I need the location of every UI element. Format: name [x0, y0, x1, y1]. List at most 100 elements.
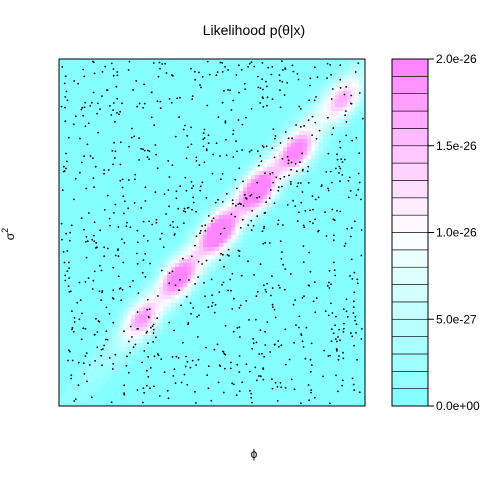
heatmap-cell	[183, 247, 188, 252]
heatmap-cell	[263, 147, 268, 152]
heatmap-cell	[267, 103, 272, 108]
heatmap-cell	[187, 71, 192, 76]
heatmap-cell	[159, 139, 164, 144]
heatmap-cell	[251, 259, 256, 264]
heatmap-cell	[195, 203, 200, 208]
heatmap-cell	[155, 83, 160, 88]
heatmap-cell	[255, 107, 260, 112]
heatmap-cell	[87, 63, 92, 68]
heatmap-cell	[275, 291, 280, 296]
heatmap-cell	[247, 79, 252, 84]
heatmap-cell	[99, 195, 104, 200]
heatmap-cell	[319, 307, 324, 312]
heatmap-cell	[323, 71, 328, 76]
heatmap-cell	[315, 71, 320, 76]
heatmap-cell	[199, 271, 204, 276]
heatmap-cell	[115, 191, 120, 196]
heatmap-cell	[307, 275, 312, 280]
heatmap-cell	[267, 255, 272, 260]
heatmap-cell	[291, 215, 296, 220]
heatmap-cell	[155, 179, 160, 184]
heatmap-cell	[255, 239, 260, 244]
heatmap-cell	[75, 267, 80, 272]
heatmap-cell	[171, 267, 176, 272]
heatmap-cell	[235, 195, 240, 200]
heatmap-cell	[299, 187, 304, 192]
heatmap-cell	[211, 315, 216, 320]
heatmap-cell	[331, 219, 336, 224]
heatmap-cell	[303, 99, 308, 104]
heatmap-cell	[187, 291, 192, 296]
heatmap-cell	[259, 227, 264, 232]
heatmap-cell	[247, 175, 252, 180]
heatmap-cell	[311, 191, 316, 196]
heatmap-cell	[335, 299, 340, 304]
heatmap-cell	[99, 103, 104, 108]
heatmap-cell	[251, 251, 256, 256]
heatmap-cell	[63, 183, 68, 188]
heatmap-cell	[207, 299, 212, 304]
heatmap-cell	[295, 307, 300, 312]
heatmap-cell	[251, 247, 256, 252]
heatmap-cell	[147, 139, 152, 144]
heatmap-cell	[159, 315, 164, 320]
heatmap-cell	[263, 307, 268, 312]
heatmap-cell	[203, 119, 208, 124]
heatmap-cell	[327, 235, 332, 240]
heatmap-cell	[179, 135, 184, 140]
heatmap-cell	[343, 247, 348, 252]
heatmap-cell	[351, 159, 356, 164]
heatmap-cell	[219, 183, 224, 188]
heatmap-cell	[123, 295, 128, 300]
heatmap-cell	[287, 203, 292, 208]
heatmap-cell	[127, 75, 132, 80]
heatmap-cell	[103, 135, 108, 140]
heatmap-cell	[363, 263, 365, 268]
heatmap-cell	[135, 199, 140, 204]
heatmap-cell	[103, 107, 108, 112]
heatmap-cell	[87, 83, 92, 88]
heatmap-cell	[343, 127, 348, 132]
heatmap-cell	[139, 95, 144, 100]
heatmap-cell	[283, 79, 288, 84]
heatmap-cell	[59, 199, 64, 204]
heatmap-cell	[195, 247, 200, 252]
heatmap-cell	[335, 267, 340, 272]
heatmap-cell	[107, 239, 112, 244]
heatmap-cell	[231, 259, 236, 264]
heatmap-cell	[243, 235, 248, 240]
heatmap-cell	[351, 219, 356, 224]
heatmap-cell	[195, 311, 200, 316]
heatmap-cell	[135, 171, 140, 176]
heatmap-cell	[195, 207, 200, 212]
heatmap-cell	[87, 315, 92, 320]
heatmap-cell	[75, 243, 80, 248]
heatmap-cell	[159, 279, 164, 284]
heatmap-cell	[199, 87, 204, 92]
heatmap-cell	[139, 199, 144, 204]
heatmap-cell	[191, 251, 196, 256]
heatmap-cell	[323, 91, 328, 96]
heatmap-cell	[167, 287, 172, 292]
heatmap-cell	[311, 203, 316, 208]
heatmap-cell	[255, 95, 260, 100]
heatmap-cell	[255, 307, 260, 312]
heatmap-cell	[299, 235, 304, 240]
heatmap-cell	[171, 271, 176, 276]
heatmap-cell	[255, 131, 260, 136]
heatmap-cell	[175, 75, 180, 80]
heatmap-cell	[323, 147, 328, 152]
heatmap-cell	[299, 227, 304, 232]
heatmap-cell	[99, 111, 104, 116]
heatmap-cell	[175, 259, 180, 264]
heatmap-cell	[115, 199, 120, 204]
heatmap-cell	[263, 67, 268, 72]
heatmap-cell	[275, 159, 280, 164]
heatmap-cell	[183, 95, 188, 100]
heatmap-cell	[115, 291, 120, 296]
heatmap-cell	[323, 239, 328, 244]
heatmap-cell	[63, 195, 68, 200]
heatmap-cell	[103, 95, 108, 100]
heatmap-cell	[139, 299, 144, 304]
heatmap-cell	[203, 183, 208, 188]
